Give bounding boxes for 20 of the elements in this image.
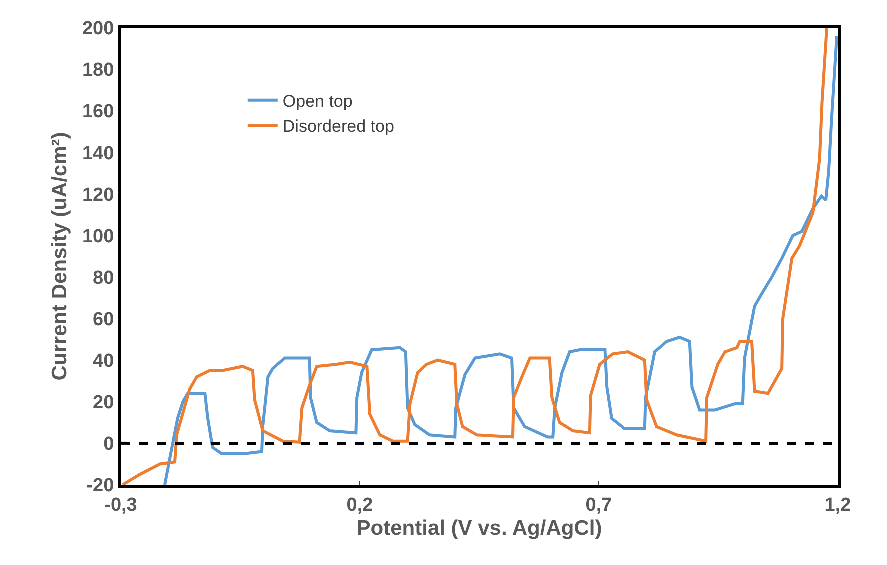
y-tick-label: 140 [82, 143, 114, 164]
x-axis-title: Potential (V vs. Ag/AgCl) [356, 517, 602, 540]
y-tick-label: -20 [86, 476, 114, 497]
y-tick-label: 40 [93, 351, 114, 372]
y-tick-label: 200 [82, 18, 114, 40]
y-tick-label: 160 [82, 102, 114, 123]
y-tick-label: 80 [93, 268, 114, 289]
y-tick-label: 100 [82, 226, 114, 248]
y-tick-label: 0 [104, 434, 114, 456]
y-tick-label: 60 [93, 309, 114, 330]
y-tick-label: 180 [82, 60, 114, 82]
x-tick-label: 1,2 [824, 494, 852, 516]
legend-label: Disordered top [282, 117, 394, 136]
y-axis-title: Current Density (uA/cm²) [48, 132, 72, 381]
legend-label: Open top [282, 92, 353, 112]
x-tick-label: 0,7 [586, 494, 612, 516]
y-tick-label: 20 [93, 392, 114, 414]
y-tick-label: 120 [82, 184, 114, 206]
x-tick-label: -0,3 [104, 494, 138, 516]
x-tick-label: 0,2 [346, 494, 374, 516]
